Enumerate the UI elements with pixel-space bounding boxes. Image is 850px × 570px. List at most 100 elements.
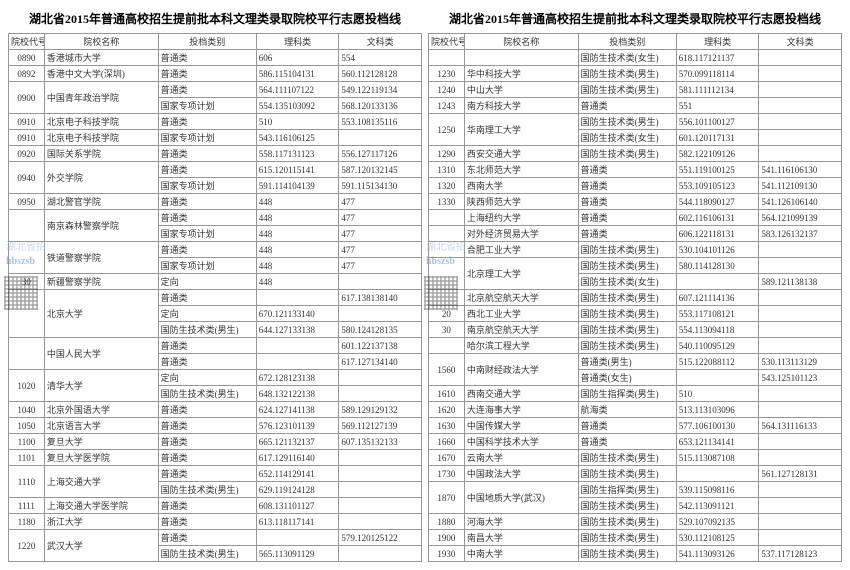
cell-name: 外交学院 [44, 162, 158, 194]
cell-cat: 国防生技术类(男生) [158, 546, 256, 562]
table-row: 0910北京电子科技学院国家专项计划543.116106125 [9, 130, 422, 146]
cell-sci [676, 466, 759, 482]
cell-code: 0910 [9, 114, 45, 130]
cell-cat: 普通类 [578, 162, 676, 178]
cell-art [759, 322, 842, 338]
cell-art [339, 130, 422, 146]
cell-sci: 591.114104139 [256, 178, 339, 194]
cell-cat: 国防生技术类(男生) [578, 242, 676, 258]
cell-cat: 国家专项计划 [158, 258, 256, 274]
cell-sci: 448 [256, 242, 339, 258]
table-row: 对外经济贸易大学普通类606.122118131583.126132137 [429, 226, 842, 242]
cell-cat: 普通类 [158, 162, 256, 178]
cell-name: 中国传媒大学 [464, 418, 578, 434]
cell-cat: 定向 [158, 274, 256, 290]
cell-code: 1610 [429, 386, 465, 402]
cell-code: 1320 [429, 178, 465, 194]
table-row: 1290西安交通大学国防生技术类(男生)582.122109126 [429, 146, 842, 162]
cell-cat: 普通类(男生) [578, 354, 676, 370]
cell-cat: 国防生技术类(男生) [158, 322, 256, 338]
table-row: 0950湖北警官学院普通类448477 [9, 194, 422, 210]
qr-code-watermark [424, 276, 458, 310]
table-row: 1930中南大学国防生技术类(男生)541.113093126537.11712… [429, 546, 842, 562]
cell-code: 1243 [429, 98, 465, 114]
cell-sci: 515.113087108 [676, 450, 759, 466]
cell-cat: 国家专项计划 [158, 98, 256, 114]
cell-art [339, 546, 422, 562]
cell-cat: 国防生技术类(男生) [158, 386, 256, 402]
cell-code [9, 210, 45, 242]
cell-art [759, 514, 842, 530]
cell-name: 华中科技大学 [464, 66, 578, 82]
table-row: 1250华南理工大学国防生技术类(男生)556.101100127 [429, 114, 842, 130]
cell-cat: 普通类(女生) [578, 370, 676, 386]
col-name: 院校名称 [44, 34, 158, 50]
col-cat: 投档类别 [158, 34, 256, 50]
cell-sci: 448 [256, 274, 339, 290]
cell-cat: 普通类 [158, 466, 256, 482]
cell-sci: 553.117108121 [676, 306, 759, 322]
cell-cat: 国防生技术类(男生) [578, 498, 676, 514]
cell-code: 1870 [429, 482, 465, 514]
cell-art [759, 434, 842, 450]
cell-cat: 普通类 [158, 82, 256, 98]
cell-name: 上海纽约大学 [464, 210, 578, 226]
cell-code: 1930 [429, 546, 465, 562]
cell-art [339, 450, 422, 466]
cell-cat: 国防生技术类(男生) [578, 530, 676, 546]
table-row: 1110上海交通大学普通类652.114129141 [9, 466, 422, 482]
cell-name: 北京电子科技学院 [44, 130, 158, 146]
cell-art: 580.124128135 [339, 322, 422, 338]
cell-art: 561.127128131 [759, 466, 842, 482]
cell-sci: 541.113093126 [676, 546, 759, 562]
cell-art [759, 82, 842, 98]
cell-art: 617.127134140 [339, 354, 422, 370]
cell-name: 哈尔滨工程大学 [464, 338, 578, 354]
cell-cat: 国防生指挥类(男生) [578, 386, 676, 402]
cell-name: 湖北警官学院 [44, 194, 158, 210]
table-row: 1870中国地质大学(武汉)国防生指挥类(男生)539.115098116 [429, 482, 842, 498]
cell-art [759, 306, 842, 322]
cell-sci: 648.132122138 [256, 386, 339, 402]
cell-sci: 554.113094118 [676, 322, 759, 338]
cell-name: 北京语言大学 [44, 418, 158, 434]
cell-sci: 529.107092135 [676, 514, 759, 530]
table-row: 1111上海交通大学医学院普通类608.131101127 [9, 498, 422, 514]
cell-art [759, 530, 842, 546]
cell-sci: 581.111112134 [676, 82, 759, 98]
cell-cat: 国防生指挥类(男生) [578, 482, 676, 498]
cell-cat: 普通类 [158, 194, 256, 210]
cell-cat: 普通类 [158, 434, 256, 450]
cell-art: 589.121138138 [759, 274, 842, 290]
table-row: 1100复旦大学普通类665.121132137607.135132133 [9, 434, 422, 450]
cell-code [429, 210, 465, 226]
cell-code: 0940 [9, 162, 45, 194]
cell-code: 1310 [429, 162, 465, 178]
cell-sci: 530.112108125 [676, 530, 759, 546]
table-row: 铁道警察学院普通类448477 [9, 242, 422, 258]
table-row: 1243南方科技大学普通类551 [429, 98, 842, 114]
cell-sci: 608.131101127 [256, 498, 339, 514]
cell-art: 560.112128128 [339, 66, 422, 82]
cell-sci: 580.114128130 [676, 258, 759, 274]
cell-code: 30 [429, 322, 465, 338]
cell-cat: 国防生技术类(男生) [578, 450, 676, 466]
table-row: 北京理工大学国防生技术类(男生)580.114128130 [429, 258, 842, 274]
cell-name: 中山大学 [464, 82, 578, 98]
cell-sci [256, 530, 339, 546]
cell-code: 1330 [429, 194, 465, 210]
cell-code: 0950 [9, 194, 45, 210]
cell-art [759, 482, 842, 498]
cell-cat: 国防生技术类(男生) [578, 258, 676, 274]
cell-cat: 国防生技术类(男生) [578, 290, 676, 306]
cell-name: 南方科技大学 [464, 98, 578, 114]
cell-sci: 601.120117131 [676, 130, 759, 146]
cell-code [429, 338, 465, 354]
cell-cat: 国防生技术类(男生) [578, 466, 676, 482]
cell-name: 香港城市大学 [44, 50, 158, 66]
table-row: 0940外交学院普通类615.120115141587.120132145 [9, 162, 422, 178]
cell-cat: 国防生技术类(男生) [578, 114, 676, 130]
admission-table-left: 院校代号 院校名称 投档类别 理科类 文科类 0890香港城市大学普通类6065… [8, 33, 422, 562]
cell-code: 1670 [429, 450, 465, 466]
cell-name: 复旦大学 [44, 434, 158, 450]
